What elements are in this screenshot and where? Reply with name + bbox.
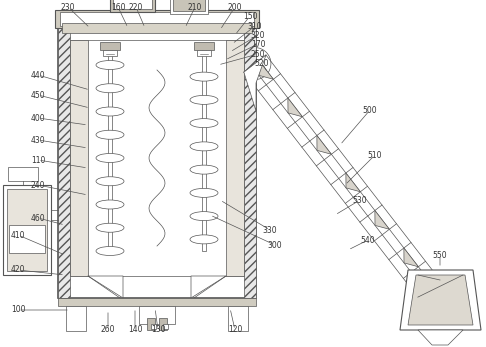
Bar (8, 167, 38, 181)
Ellipse shape (96, 130, 124, 139)
Ellipse shape (190, 235, 218, 244)
Text: 440: 440 (31, 70, 45, 79)
Text: 140: 140 (128, 325, 142, 335)
Bar (3, 185, 51, 275)
Bar (60, 12, 254, 26)
Bar (159, 318, 167, 330)
Ellipse shape (96, 107, 124, 116)
Text: 160: 160 (111, 2, 125, 11)
Text: 410: 410 (11, 230, 25, 239)
Bar (139, 306, 175, 324)
Text: 330: 330 (263, 226, 278, 235)
Text: 530: 530 (353, 195, 367, 204)
Polygon shape (58, 28, 70, 298)
Bar (151, 324, 156, 329)
Bar (62, 23, 252, 33)
Bar (170, 0, 208, 14)
Ellipse shape (190, 212, 218, 221)
Bar (197, 50, 211, 56)
Ellipse shape (190, 72, 218, 81)
Ellipse shape (96, 200, 124, 209)
Ellipse shape (96, 84, 124, 93)
Bar (103, 50, 117, 56)
Text: 200: 200 (228, 2, 242, 11)
Bar (202, 45, 206, 251)
Polygon shape (259, 60, 274, 79)
Bar (70, 40, 244, 276)
Text: 220: 220 (129, 2, 143, 11)
Bar (108, 45, 112, 251)
Text: 210: 210 (188, 2, 202, 11)
Ellipse shape (96, 177, 124, 186)
Bar (226, 40, 244, 276)
Text: 520: 520 (255, 59, 269, 68)
Polygon shape (288, 98, 302, 117)
Bar (9, 225, 45, 253)
Bar (58, 298, 256, 306)
Bar (66, 306, 86, 331)
Polygon shape (244, 28, 256, 298)
Polygon shape (191, 276, 226, 298)
Bar (173, 0, 205, 11)
Ellipse shape (190, 142, 218, 151)
Polygon shape (375, 211, 389, 229)
Ellipse shape (190, 188, 218, 197)
Ellipse shape (96, 153, 124, 162)
Text: 500: 500 (363, 105, 377, 115)
Bar (113, 0, 152, 9)
Text: 230: 230 (61, 2, 75, 11)
Text: 170: 170 (251, 40, 265, 49)
Ellipse shape (96, 246, 124, 255)
Text: 540: 540 (361, 236, 375, 245)
Text: 150: 150 (243, 11, 257, 20)
Bar (7, 189, 47, 271)
Ellipse shape (190, 165, 218, 174)
Bar (163, 324, 168, 329)
Text: 240: 240 (31, 180, 45, 189)
Polygon shape (400, 270, 481, 330)
Text: 110: 110 (31, 155, 45, 164)
Ellipse shape (190, 95, 218, 104)
Text: 460: 460 (31, 213, 45, 222)
Text: 260: 260 (101, 325, 115, 335)
Text: 100: 100 (11, 305, 25, 314)
Bar (194, 42, 214, 50)
Text: 430: 430 (31, 135, 45, 144)
Bar (55, 10, 259, 28)
Polygon shape (317, 136, 331, 154)
Text: 120: 120 (228, 325, 242, 335)
Bar (100, 42, 120, 50)
Ellipse shape (190, 119, 218, 128)
Text: 250: 250 (251, 50, 265, 59)
Text: 310: 310 (248, 22, 262, 31)
Bar (70, 40, 88, 276)
Ellipse shape (96, 60, 124, 69)
Text: 320: 320 (251, 31, 265, 40)
Ellipse shape (96, 223, 124, 232)
Text: 510: 510 (368, 151, 382, 160)
Bar (228, 306, 248, 331)
Text: 300: 300 (268, 240, 282, 249)
Text: 400: 400 (31, 113, 45, 122)
Text: 450: 450 (31, 91, 45, 100)
Polygon shape (88, 276, 123, 298)
Text: 130: 130 (151, 325, 165, 335)
Bar (147, 318, 155, 330)
Text: 420: 420 (11, 265, 25, 274)
Bar (110, 0, 155, 12)
Polygon shape (244, 55, 266, 111)
Polygon shape (418, 330, 463, 345)
Text: 550: 550 (433, 251, 447, 260)
Polygon shape (408, 275, 473, 325)
Polygon shape (346, 173, 361, 192)
Bar (58, 28, 256, 298)
Polygon shape (404, 248, 418, 267)
